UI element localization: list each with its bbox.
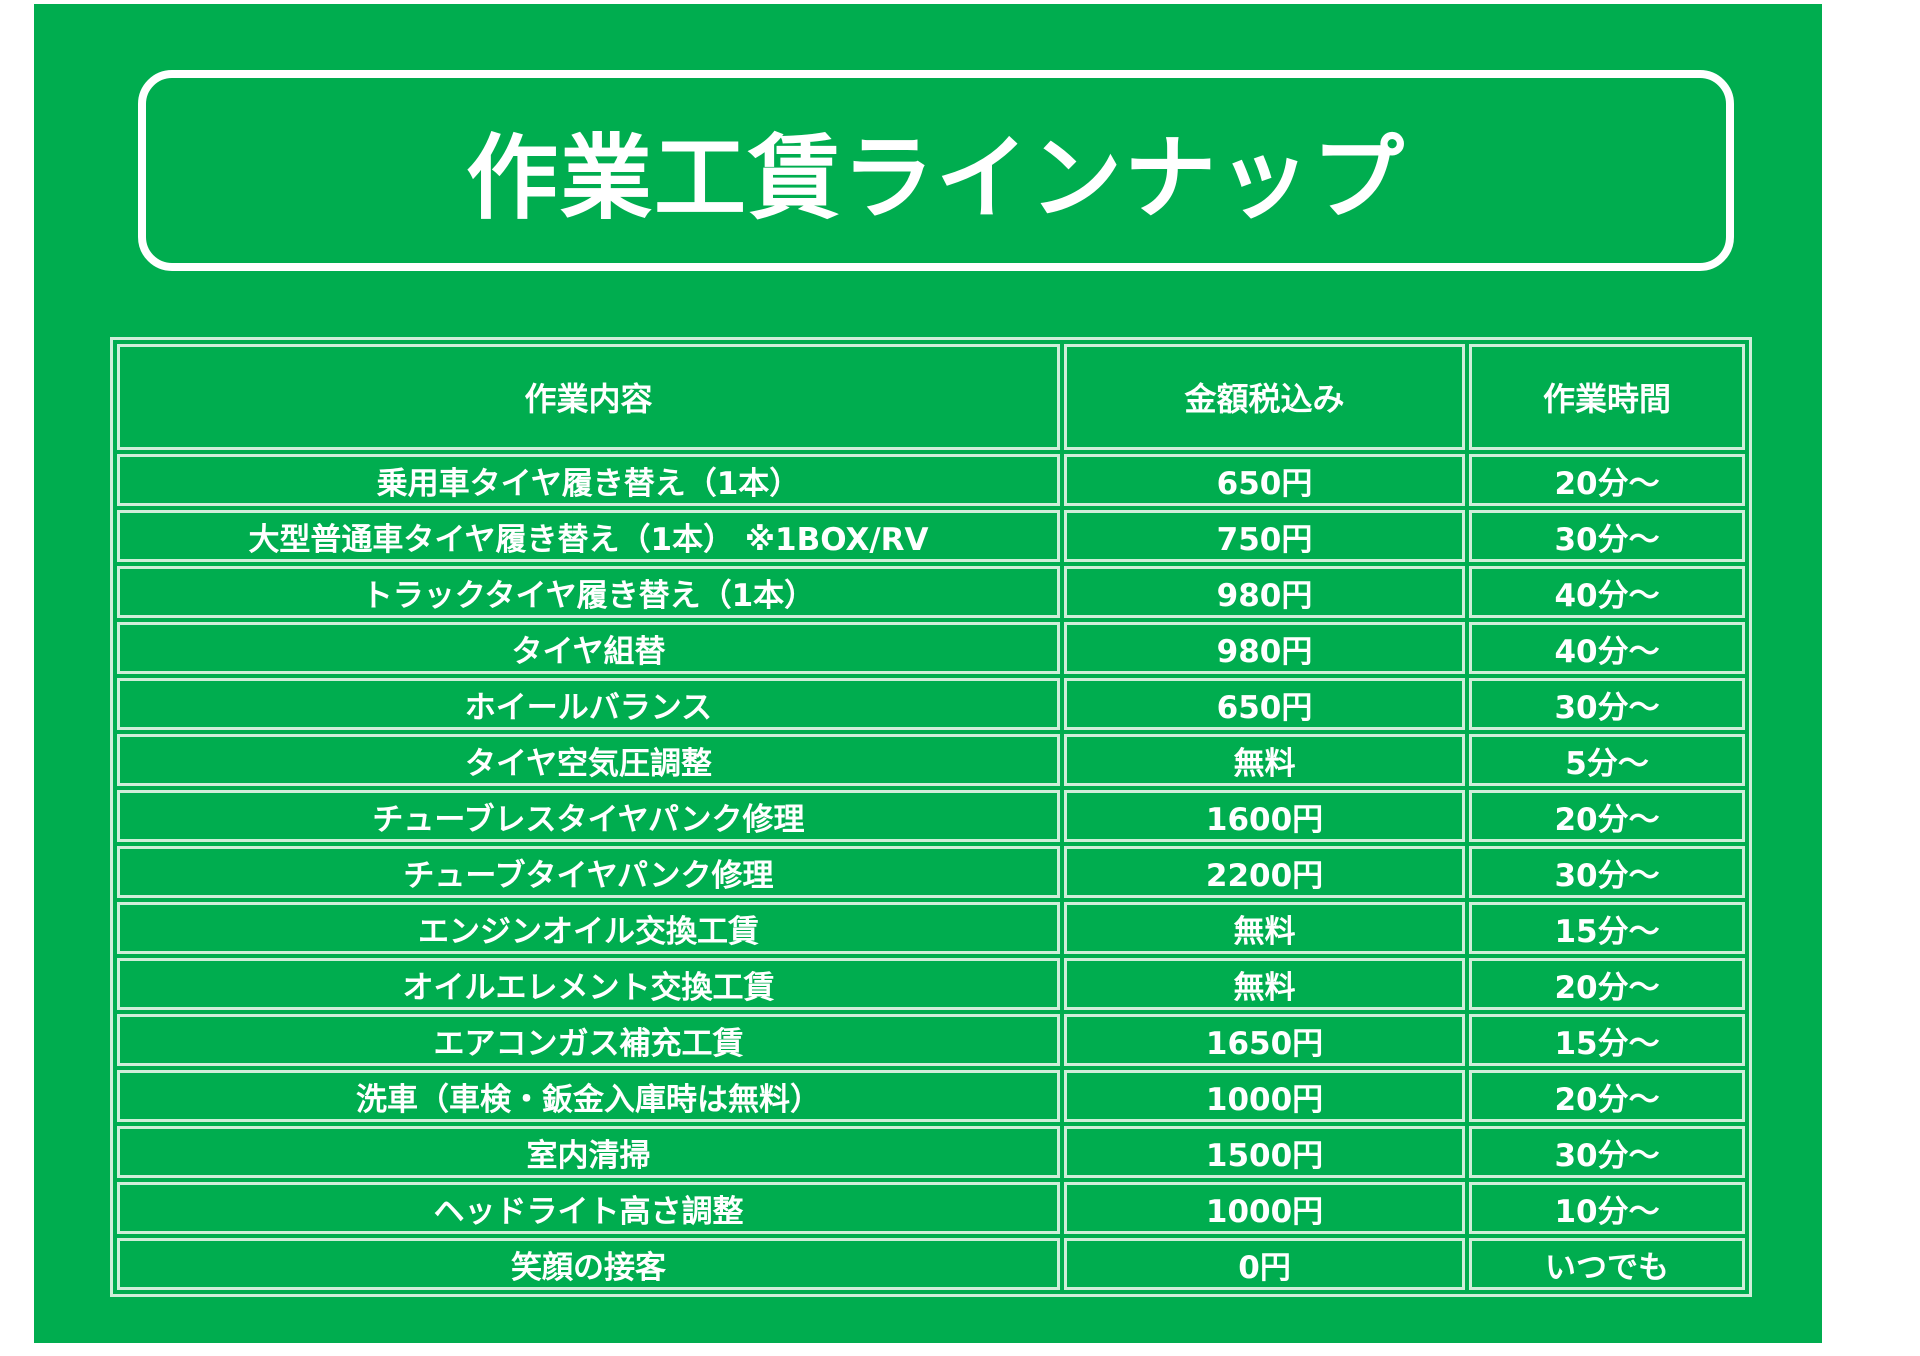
cell-price: 1600円 (1063, 790, 1466, 842)
table-row: 乗用車タイヤ履き替え（1本） 650円 20分～ (117, 454, 1745, 506)
table-row: タイヤ空気圧調整 無料 5分～ (117, 734, 1745, 786)
cell-task: タイヤ空気圧調整 (117, 734, 1060, 786)
table-row: ホイールバランス 650円 30分～ (117, 678, 1745, 730)
table-row: エアコンガス補充工賃 1650円 15分～ (117, 1014, 1745, 1066)
cell-price: 750円 (1063, 510, 1466, 562)
cell-price: 1000円 (1063, 1070, 1466, 1122)
cell-price: 1000円 (1063, 1182, 1466, 1234)
cell-task: チューブレスタイヤパンク修理 (117, 790, 1060, 842)
table-row: 洗車（車検・鈑金入庫時は無料） 1000円 20分～ (117, 1070, 1745, 1122)
cell-time: 30分～ (1469, 846, 1745, 898)
cell-price: 無料 (1063, 734, 1466, 786)
cell-task: 洗車（車検・鈑金入庫時は無料） (117, 1070, 1060, 1122)
cell-time: 20分～ (1469, 958, 1745, 1010)
table-row: チューブタイヤパンク修理 2200円 30分～ (117, 846, 1745, 898)
cell-time: 40分～ (1469, 566, 1745, 618)
cell-task: 笑顔の接客 (117, 1238, 1060, 1290)
table-row: エンジンオイル交換工賃 無料 15分～ (117, 902, 1745, 954)
header-price: 金額税込み (1063, 344, 1466, 450)
table-row: ヘッドライト高さ調整 1000円 10分～ (117, 1182, 1745, 1234)
cell-price: 980円 (1063, 622, 1466, 674)
header-task: 作業内容 (117, 344, 1060, 450)
page-title: 作業工賃ラインナップ (465, 125, 1406, 232)
cell-price: 0円 (1063, 1238, 1466, 1290)
table-row: 大型普通車タイヤ履き替え（1本） ※1BOX/RV 750円 30分～ (117, 510, 1745, 562)
cell-task: チューブタイヤパンク修理 (117, 846, 1060, 898)
cell-price: 無料 (1063, 902, 1466, 954)
cell-price: 無料 (1063, 958, 1466, 1010)
cell-price: 2200円 (1063, 846, 1466, 898)
cell-price: 650円 (1063, 678, 1466, 730)
table-row: 室内清掃 1500円 30分～ (117, 1126, 1745, 1178)
title-box: 作業工賃ラインナップ (138, 70, 1734, 271)
cell-task: ヘッドライト高さ調整 (117, 1182, 1060, 1234)
cell-task: オイルエレメント交換工賃 (117, 958, 1060, 1010)
cell-task: エアコンガス補充工賃 (117, 1014, 1060, 1066)
cell-time: 20分～ (1469, 1070, 1745, 1122)
price-table: 作業内容 金額税込み 作業時間 乗用車タイヤ履き替え（1本） 650円 20分～ 大型… (110, 337, 1752, 1297)
price-panel: 作業工賃ラインナップ 作業内容 金額税込み 作業時間 乗用車タイヤ履き替え（1本… (34, 4, 1822, 1343)
cell-task: ホイールバランス (117, 678, 1060, 730)
table-row: トラックタイヤ履き替え（1本） 980円 40分～ (117, 566, 1745, 618)
cell-price: 1650円 (1063, 1014, 1466, 1066)
cell-time: 20分～ (1469, 454, 1745, 506)
table-row: チューブレスタイヤパンク修理 1600円 20分～ (117, 790, 1745, 842)
cell-price: 650円 (1063, 454, 1466, 506)
cell-time: 30分～ (1469, 1126, 1745, 1178)
cell-task: 乗用車タイヤ履き替え（1本） (117, 454, 1060, 506)
cell-time: 30分～ (1469, 678, 1745, 730)
cell-time: 15分～ (1469, 1014, 1745, 1066)
cell-time: いつでも (1469, 1238, 1745, 1290)
table-row: タイヤ組替 980円 40分～ (117, 622, 1745, 674)
cell-time: 5分～ (1469, 734, 1745, 786)
header-time: 作業時間 (1469, 344, 1745, 450)
cell-time: 30分～ (1469, 510, 1745, 562)
cell-task: エンジンオイル交換工賃 (117, 902, 1060, 954)
cell-time: 20分～ (1469, 790, 1745, 842)
table-header-row: 作業内容 金額税込み 作業時間 (117, 344, 1745, 450)
cell-time: 15分～ (1469, 902, 1745, 954)
cell-price: 980円 (1063, 566, 1466, 618)
cell-time: 10分～ (1469, 1182, 1745, 1234)
table-row: オイルエレメント交換工賃 無料 20分～ (117, 958, 1745, 1010)
cell-task: トラックタイヤ履き替え（1本） (117, 566, 1060, 618)
cell-time: 40分～ (1469, 622, 1745, 674)
cell-task: タイヤ組替 (117, 622, 1060, 674)
cell-task: 室内清掃 (117, 1126, 1060, 1178)
table-row: 笑顔の接客 0円 いつでも (117, 1238, 1745, 1290)
cell-price: 1500円 (1063, 1126, 1466, 1178)
cell-task: 大型普通車タイヤ履き替え（1本） ※1BOX/RV (117, 510, 1060, 562)
